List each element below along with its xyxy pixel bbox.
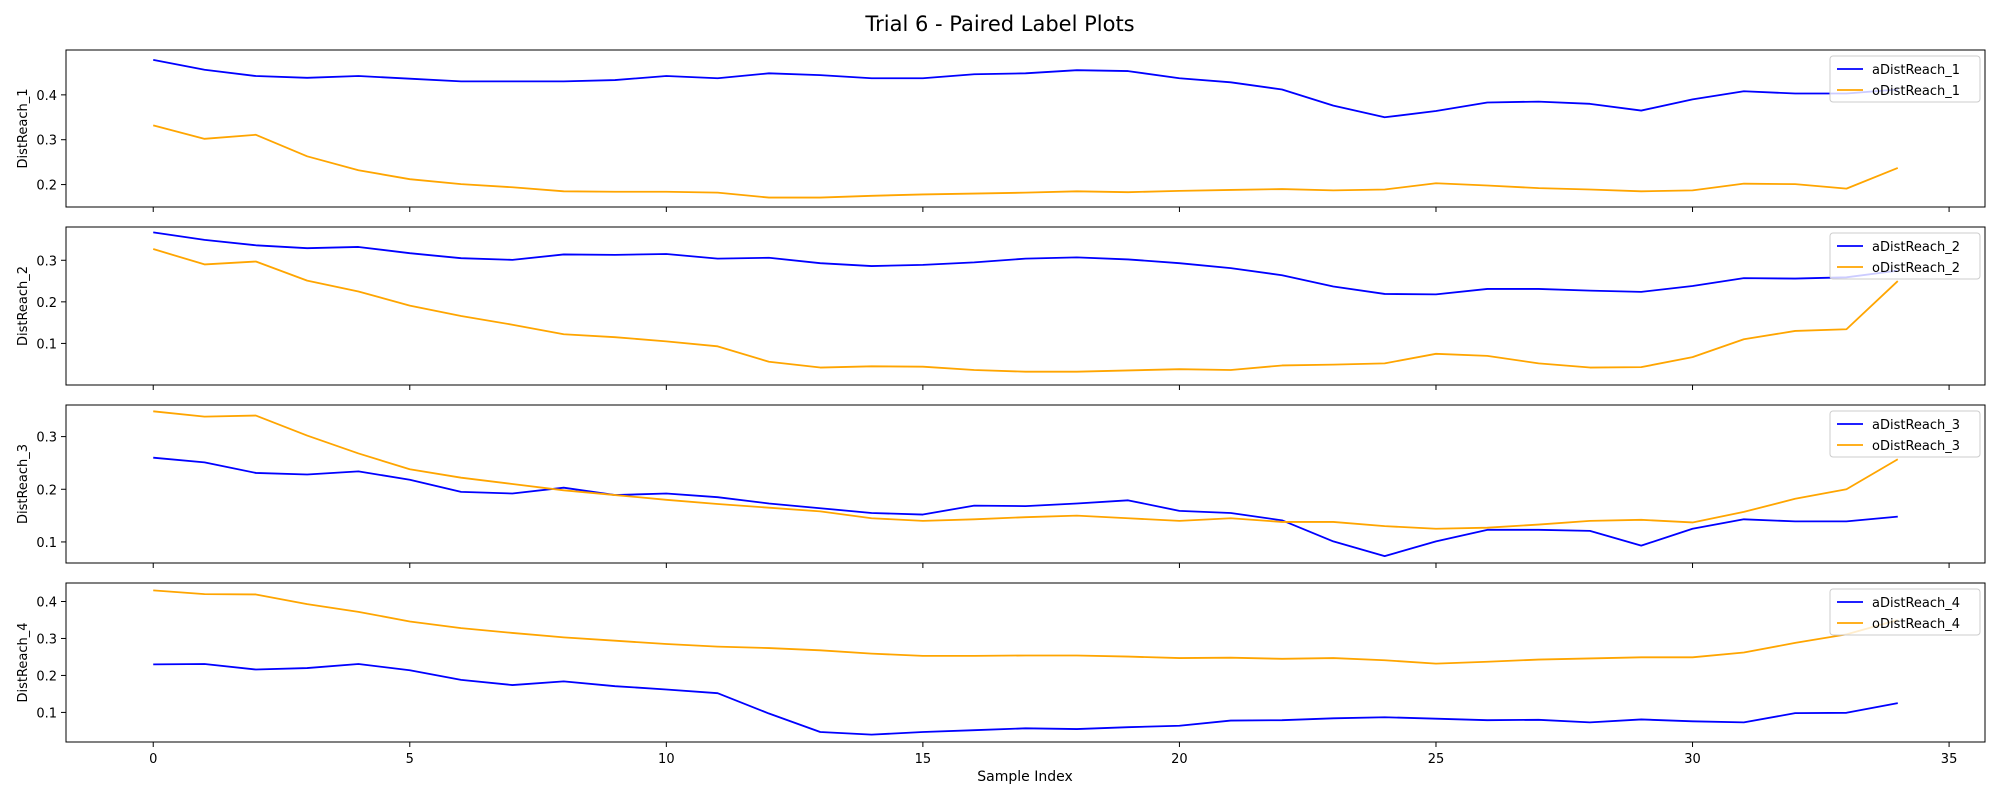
x-tick-label: 0 xyxy=(149,752,157,767)
y-tick-label: 0.2 xyxy=(36,179,57,194)
figure-title: Trial 6 - Paired Label Plots xyxy=(864,12,1134,36)
y-axis-label: DistReach_2 xyxy=(16,266,31,346)
y-tick-label: 0.2 xyxy=(36,296,57,311)
x-tick-label: 10 xyxy=(658,752,675,767)
series-line-oDistReach_4 xyxy=(153,589,1899,665)
subplot-4: 0.1 0.2 0.3 0.4 0 5 10 15 20 25 30 35 DistReach_4 aDi… xyxy=(16,582,1986,767)
y-axis-label: DistReach_4 xyxy=(16,622,31,702)
legend-entry: oDistReach_2 xyxy=(1872,261,1960,276)
y-tick-label: 0.2 xyxy=(36,669,57,684)
legend-entry: oDistReach_1 xyxy=(1872,84,1960,99)
legend-box xyxy=(1829,55,1981,103)
x-axis-label: Sample Index xyxy=(977,769,1072,785)
y-tick-label: 0.3 xyxy=(36,134,57,149)
legend-entry: aDistReach_1 xyxy=(1872,63,1960,78)
legend: aDistReach_3 oDistReach_3 xyxy=(1829,410,1981,458)
legend-entry: oDistReach_4 xyxy=(1872,617,1960,632)
series-line-aDistReach_3 xyxy=(153,456,1898,558)
series-line-aDistReach_4 xyxy=(153,663,1898,736)
series-line-aDistReach_2 xyxy=(153,231,1898,296)
legend: aDistReach_1 oDistReach_1 xyxy=(1829,55,1981,103)
legend: aDistReach_2 oDistReach_2 xyxy=(1829,232,1981,280)
legend-entry: aDistReach_2 xyxy=(1872,240,1960,255)
legend: aDistReach_4 oDistReach_4 xyxy=(1829,588,1981,636)
series-line-oDistReach_3 xyxy=(153,410,1899,530)
y-tick-label: 0.1 xyxy=(36,536,57,551)
x-tick-label: 35 xyxy=(1941,752,1958,767)
y-tick-label: 0.4 xyxy=(36,89,57,104)
y-tick-label: 0.2 xyxy=(36,483,57,498)
y-tick-label: 0.1 xyxy=(36,337,57,352)
x-tick-label: 20 xyxy=(1171,752,1188,767)
series-line-oDistReach_1 xyxy=(153,124,1899,199)
y-axis-label: DistReach_1 xyxy=(16,88,31,168)
subplot-1: 0.2 0.3 0.4 DistReach_1 aDistReach_1 oDistRea… xyxy=(16,49,1986,212)
series-line-aDistReach_1 xyxy=(153,58,1898,119)
y-tick-label: 0.1 xyxy=(36,706,57,721)
legend-entry: aDistReach_3 xyxy=(1872,418,1960,433)
y-tick-label: 0.3 xyxy=(36,254,57,269)
subplot-frame xyxy=(65,582,1986,743)
y-tick-label: 0.3 xyxy=(36,431,57,446)
legend-box xyxy=(1829,588,1981,636)
subplot-3: 0.1 0.2 0.3 DistReach_3 aDistReach_3 oDistRea… xyxy=(16,404,1986,568)
x-tick-label: 30 xyxy=(1684,752,1701,767)
x-tick-label: 5 xyxy=(406,752,414,767)
subplot-frame xyxy=(65,404,1986,564)
y-tick-label: 0.3 xyxy=(36,632,57,647)
x-tick-label: 25 xyxy=(1428,752,1445,767)
y-axis-label: DistReach_3 xyxy=(16,444,31,524)
subplot-frame xyxy=(65,49,1986,208)
y-tick-label: 0.4 xyxy=(36,595,57,610)
x-tick-label: 15 xyxy=(915,752,932,767)
subplot-2: 0.1 0.2 0.3 DistReach_2 aDistReach_2 oDistRea… xyxy=(16,226,1986,390)
subplots-group: 0.2 0.3 0.4 DistReach_1 aDistReach_1 oDistRea… xyxy=(16,49,1986,767)
legend-entry: oDistReach_3 xyxy=(1872,439,1960,454)
legend-box xyxy=(1829,410,1981,458)
legend-entry: aDistReach_4 xyxy=(1872,596,1960,611)
series-line-oDistReach_2 xyxy=(152,248,1899,373)
legend-box xyxy=(1829,232,1981,280)
subplot-frame xyxy=(65,226,1986,386)
